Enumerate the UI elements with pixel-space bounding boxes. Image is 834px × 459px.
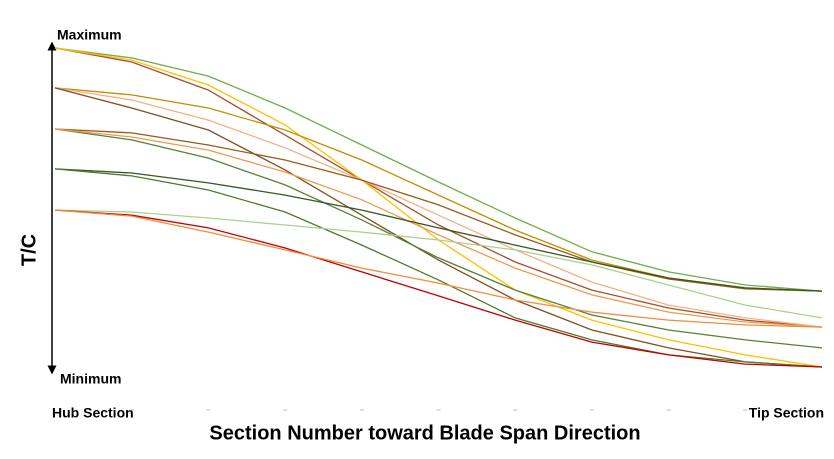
x-tick-label: Tip Section — [749, 405, 824, 421]
series-line — [54, 47, 823, 368]
y-max-label: Maximum — [57, 27, 122, 43]
series-line — [54, 209, 823, 319]
series-line — [54, 47, 823, 328]
series-line — [54, 168, 823, 368]
series-line — [54, 87, 823, 328]
x-axis-title: Section Number toward Blade Span Directi… — [209, 422, 640, 444]
series-line — [54, 128, 823, 292]
series-line — [54, 209, 823, 368]
y-axis-title: T/C — [18, 234, 40, 266]
series-line — [54, 209, 823, 328]
series-line — [54, 168, 823, 292]
x-tick-label: Hub Section — [52, 405, 134, 421]
series-line — [54, 87, 823, 368]
series-line — [54, 128, 823, 349]
y-min-label: Minimum — [60, 371, 121, 387]
series-line — [54, 128, 823, 328]
series-line — [54, 47, 823, 292]
